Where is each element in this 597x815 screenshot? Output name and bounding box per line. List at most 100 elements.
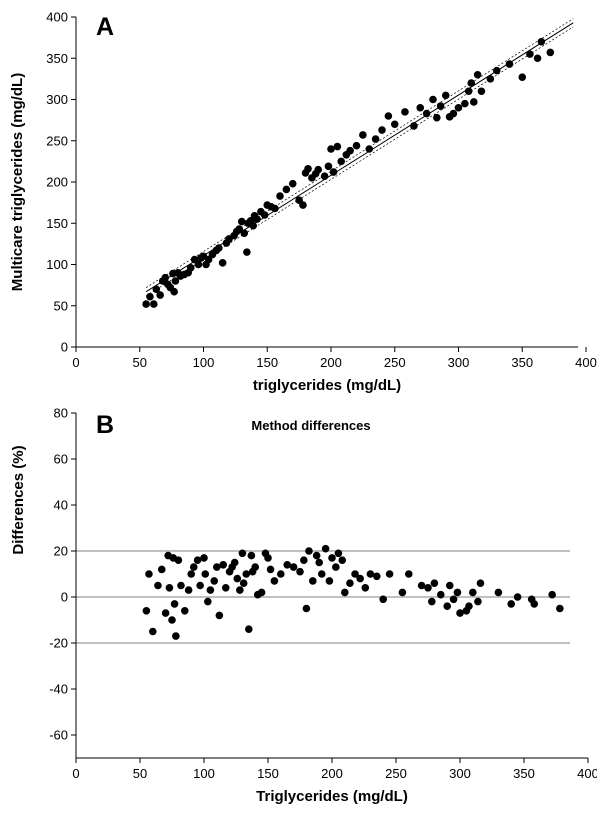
- panel-b-data-point: [548, 590, 556, 599]
- panel-b-data-point: [428, 597, 436, 606]
- panel-a-data-point: [454, 103, 463, 112]
- panel-b-data-point: [196, 581, 204, 590]
- panel-a-data-point: [288, 179, 297, 188]
- panel-b-data-point: [210, 577, 219, 585]
- panel-a-y-tick-label: 300: [46, 92, 68, 107]
- panel-a-data-point: [271, 204, 279, 213]
- panel-b-data-point: [242, 570, 251, 578]
- panel-b-data-point: [165, 584, 174, 592]
- panel-b-data-point: [456, 609, 464, 617]
- panel-a-y-tick-label: 0: [61, 340, 68, 355]
- panel-b-data-point: [341, 588, 349, 597]
- panel-a-data-point: [156, 291, 164, 299]
- panel-b-data-point: [513, 593, 522, 601]
- panel-a-x-tick-label: 100: [193, 355, 215, 370]
- panel-a-y-tick-label: 350: [46, 51, 68, 66]
- panel-a-y-axis-title: Multicare triglycerides (mg/dL): [9, 73, 26, 291]
- panel-b-data-point: [206, 586, 215, 594]
- panel-b-x-tick-label: 100: [193, 766, 215, 781]
- panel-b-data-point: [193, 556, 202, 564]
- panel-b-data-point: [556, 604, 564, 613]
- panel-a-data-point: [477, 87, 486, 96]
- panel-a-data-point: [492, 66, 501, 75]
- panel-a-data-point: [436, 102, 445, 110]
- panel-a-data-point: [243, 248, 251, 256]
- panel-b-data-point: [437, 590, 445, 599]
- panel-a-data-point: [149, 300, 158, 308]
- panel-b-y-ticks: -60 -40 -20 0 20 40 60 80: [49, 406, 76, 743]
- panel-b-x-tick-label: 50: [133, 766, 147, 781]
- panel-a-data-point: [441, 91, 450, 100]
- panel-a-plot-area: [142, 18, 574, 308]
- panel-a-data-point: [337, 157, 346, 166]
- panel-b-x-axis-title: Triglycerides (mg/dL): [256, 788, 408, 805]
- panel-b-data-point: [334, 549, 343, 558]
- panel-a-data-point: [320, 172, 329, 181]
- panel-a-data-point: [461, 99, 469, 108]
- panel-b-data-point: [189, 563, 198, 571]
- panel-b-y-tick-label: 40: [54, 498, 68, 513]
- panel-a-data-point: [371, 135, 380, 143]
- panel-b-data-point: [321, 544, 330, 553]
- panel-b-data-point: [239, 579, 248, 587]
- panel-a-data-point: [546, 48, 555, 57]
- panel-b-data-point: [305, 547, 313, 555]
- panel-b-data-point: [200, 554, 208, 562]
- panel-a-data-point: [352, 141, 361, 150]
- panel-b-data-point: [449, 595, 458, 604]
- panel-b-data-point: [453, 588, 462, 597]
- panel-b-data-point: [465, 602, 473, 610]
- panel-a-y-tick-label: 200: [46, 175, 68, 190]
- panel-a-x-tick-label: 350: [511, 355, 533, 370]
- panel-b-x-tick-label: 250: [385, 766, 407, 781]
- panel-a-data-point: [282, 185, 291, 194]
- panel-b-data-point: [296, 567, 304, 576]
- panel-a-x-tick-label: 400: [575, 355, 597, 370]
- panel-b-data-point: [289, 563, 298, 571]
- panel-b-plot-area: [76, 544, 571, 644]
- panel-a-data-point: [433, 113, 441, 122]
- panel-b-data-point: [283, 561, 292, 569]
- panel-a-data-point: [299, 201, 307, 209]
- panel-b-data-point: [181, 607, 189, 615]
- panel-b-y-tick-label: -20: [49, 636, 68, 651]
- panel-b-data-point: [170, 600, 179, 608]
- panel-b-data-point: [230, 558, 239, 567]
- panel-b-data-point: [430, 579, 439, 587]
- panel-a-data-point: [276, 192, 284, 200]
- panel-a-data-point: [235, 225, 243, 233]
- panel-b-y-tick-label: 80: [54, 406, 68, 421]
- panel-a-data-point: [416, 103, 425, 112]
- panel-b-data-point: [238, 549, 247, 558]
- panel-a-data-point: [518, 73, 527, 82]
- panel-b-data-point: [443, 602, 452, 610]
- panel-a-data-point: [152, 285, 161, 294]
- panel-b-data-point: [385, 570, 394, 578]
- panel-a-data-point: [422, 109, 431, 118]
- panel-b-data-point: [356, 574, 364, 583]
- panel-b-x-tick-label: 0: [72, 766, 79, 781]
- panel-a-data-point: [464, 87, 473, 96]
- panel-b-data-point: [184, 586, 193, 594]
- panel-a-data-point: [537, 37, 546, 46]
- panel-b-data-point: [405, 570, 413, 578]
- panel-b-data-point: [366, 570, 375, 578]
- panel-b-x-tick-label: 300: [449, 766, 471, 781]
- panel-a-y-tick-label: 100: [46, 257, 68, 272]
- panel-a-data-point: [314, 165, 323, 174]
- panel-b-data-point: [424, 584, 432, 592]
- panel-a-data-point: [260, 211, 269, 219]
- panel-b-data-point: [469, 588, 477, 597]
- panel-b-data-point: [257, 588, 266, 597]
- panel-a-data-point: [186, 264, 195, 272]
- panel-b-data-point: [266, 565, 275, 574]
- panel-b-data-point: [351, 570, 359, 578]
- panel-a-data-point: [429, 95, 437, 104]
- panel-a-data-point: [146, 292, 154, 301]
- panel-a-x-axis-title: triglycerides (mg/dL): [253, 377, 401, 394]
- panel-b-x-tick-label: 350: [513, 766, 535, 781]
- panel-a-y-tick-label: 150: [46, 216, 68, 231]
- panel-a-data-point: [533, 54, 542, 63]
- panel-b-data-point: [373, 572, 381, 581]
- panel-b-y-axis-title: Differences (%): [10, 445, 27, 554]
